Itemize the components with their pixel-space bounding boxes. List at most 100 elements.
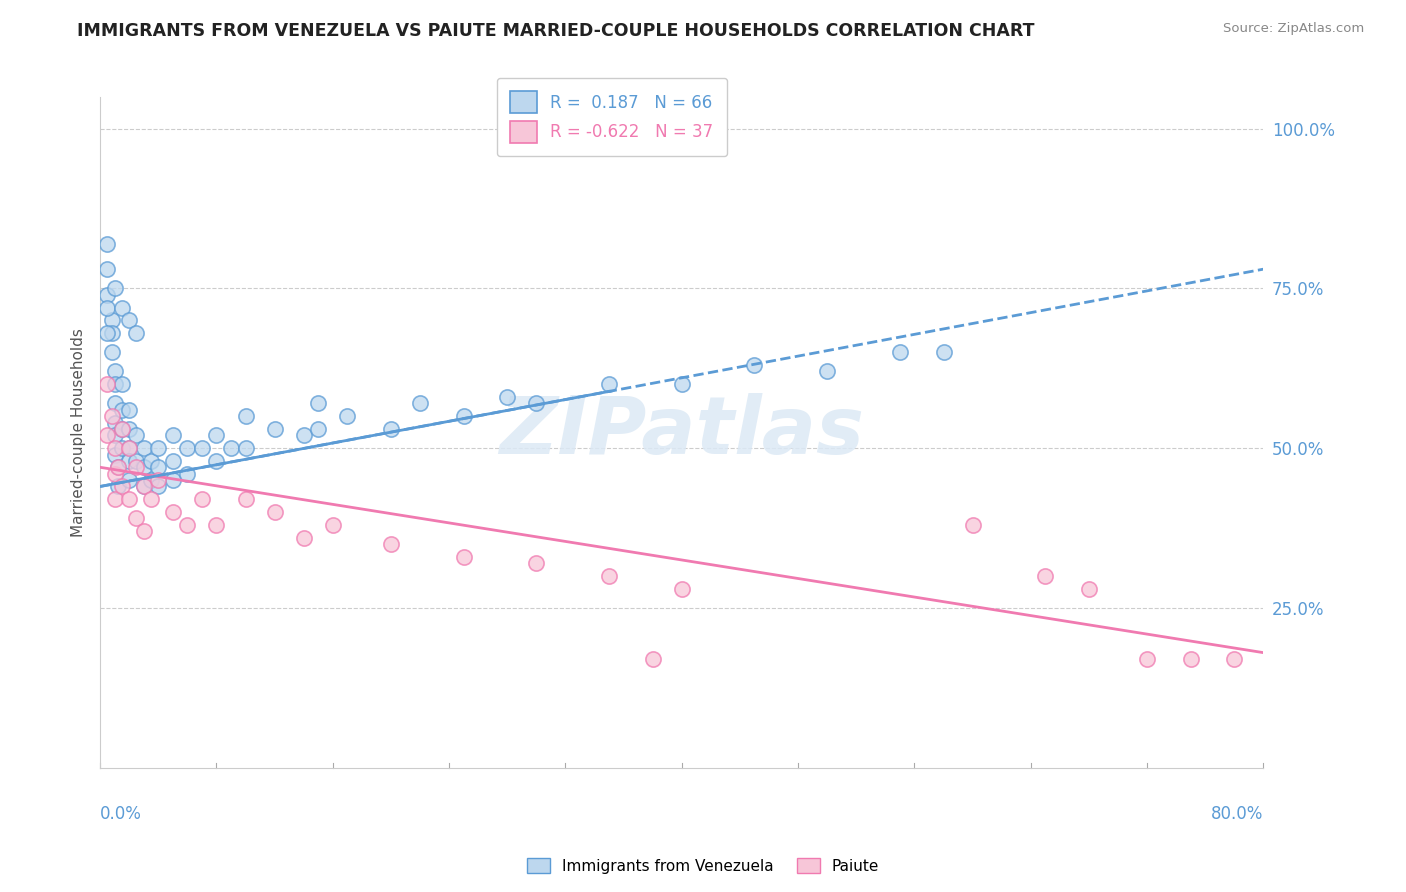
Point: [125, 454, 148, 468]
Point: [292, 428, 315, 442]
Point: [96, 428, 118, 442]
Point: [191, 492, 214, 507]
Point: [111, 402, 134, 417]
Text: ZIPatlas: ZIPatlas: [499, 393, 865, 471]
Point: [96, 301, 118, 315]
Point: [125, 511, 148, 525]
Point: [96, 377, 118, 392]
Point: [118, 441, 141, 455]
Point: [104, 281, 127, 295]
Point: [125, 460, 148, 475]
Point: [132, 460, 155, 475]
Point: [380, 537, 402, 551]
Point: [524, 556, 547, 570]
Point: [453, 409, 475, 424]
Point: [132, 524, 155, 539]
Point: [598, 569, 620, 583]
Point: [148, 460, 170, 475]
Point: [111, 479, 134, 493]
Point: [205, 428, 228, 442]
Point: [132, 441, 155, 455]
Point: [263, 422, 285, 436]
Point: [496, 390, 519, 404]
Point: [100, 326, 122, 340]
Point: [1033, 569, 1056, 583]
Point: [118, 473, 141, 487]
Point: [118, 454, 141, 468]
Point: [100, 313, 122, 327]
Point: [104, 492, 127, 507]
Point: [889, 345, 911, 359]
Point: [162, 473, 184, 487]
Point: [235, 441, 257, 455]
Point: [104, 396, 127, 410]
Text: IMMIGRANTS FROM VENEZUELA VS PAIUTE MARRIED-COUPLE HOUSEHOLDS CORRELATION CHART: IMMIGRANTS FROM VENEZUELA VS PAIUTE MARR…: [77, 22, 1035, 40]
Point: [118, 422, 141, 436]
Point: [162, 454, 184, 468]
Point: [307, 422, 329, 436]
Point: [962, 517, 984, 532]
Point: [100, 409, 122, 424]
Point: [380, 422, 402, 436]
Point: [139, 473, 162, 487]
Point: [1180, 652, 1202, 666]
Point: [409, 396, 432, 410]
Point: [292, 531, 315, 545]
Point: [453, 549, 475, 564]
Point: [111, 301, 134, 315]
Point: [1077, 582, 1099, 596]
Point: [263, 505, 285, 519]
Point: [104, 364, 127, 378]
Point: [100, 345, 122, 359]
Point: [1136, 652, 1159, 666]
Point: [104, 448, 127, 462]
Point: [336, 409, 359, 424]
Point: [219, 441, 242, 455]
Point: [96, 326, 118, 340]
Point: [104, 467, 127, 481]
Point: [148, 441, 170, 455]
Point: [118, 492, 141, 507]
Point: [322, 517, 344, 532]
Point: [104, 416, 127, 430]
Point: [125, 326, 148, 340]
Point: [176, 467, 198, 481]
Point: [132, 479, 155, 493]
Point: [96, 236, 118, 251]
Point: [104, 441, 127, 455]
Point: [205, 454, 228, 468]
Point: [176, 517, 198, 532]
Point: [191, 441, 214, 455]
Point: [96, 262, 118, 277]
Point: [815, 364, 838, 378]
Point: [671, 377, 693, 392]
Point: [1223, 652, 1246, 666]
Point: [176, 441, 198, 455]
Point: [125, 428, 148, 442]
Point: [132, 479, 155, 493]
Point: [111, 441, 134, 455]
Y-axis label: Married-couple Households: Married-couple Households: [72, 327, 86, 537]
Text: Source: ZipAtlas.com: Source: ZipAtlas.com: [1223, 22, 1364, 36]
Point: [107, 460, 129, 475]
Point: [524, 396, 547, 410]
Point: [671, 582, 693, 596]
Legend: Immigrants from Venezuela, Paiute: Immigrants from Venezuela, Paiute: [520, 852, 886, 880]
Point: [139, 492, 162, 507]
Point: [118, 441, 141, 455]
Legend: R =  0.187   N = 66, R = -0.622   N = 37: R = 0.187 N = 66, R = -0.622 N = 37: [498, 78, 727, 156]
Point: [107, 460, 129, 475]
Point: [744, 358, 766, 372]
Point: [148, 473, 170, 487]
Point: [111, 422, 134, 436]
Point: [139, 454, 162, 468]
Point: [96, 287, 118, 301]
Point: [118, 402, 141, 417]
Point: [932, 345, 955, 359]
Point: [598, 377, 620, 392]
Point: [111, 422, 134, 436]
Point: [162, 428, 184, 442]
Point: [111, 377, 134, 392]
Text: 0.0%: 0.0%: [100, 805, 142, 822]
Point: [104, 377, 127, 392]
